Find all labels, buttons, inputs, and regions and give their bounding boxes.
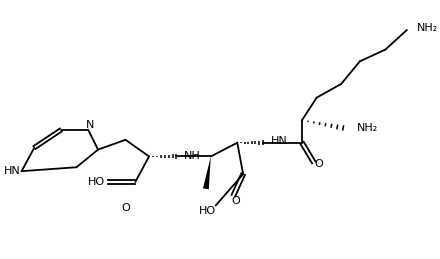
Text: NH₂: NH₂ [417,23,438,33]
Polygon shape [203,156,211,189]
Text: N: N [86,120,95,130]
Text: HN: HN [4,166,21,176]
Text: HN: HN [271,136,287,146]
Text: HO: HO [199,206,216,216]
Text: HO: HO [88,177,105,187]
Text: O: O [121,203,130,213]
Text: NH₂: NH₂ [357,123,378,133]
Text: NH: NH [184,152,201,161]
Text: O: O [231,196,240,206]
Text: O: O [314,159,323,169]
